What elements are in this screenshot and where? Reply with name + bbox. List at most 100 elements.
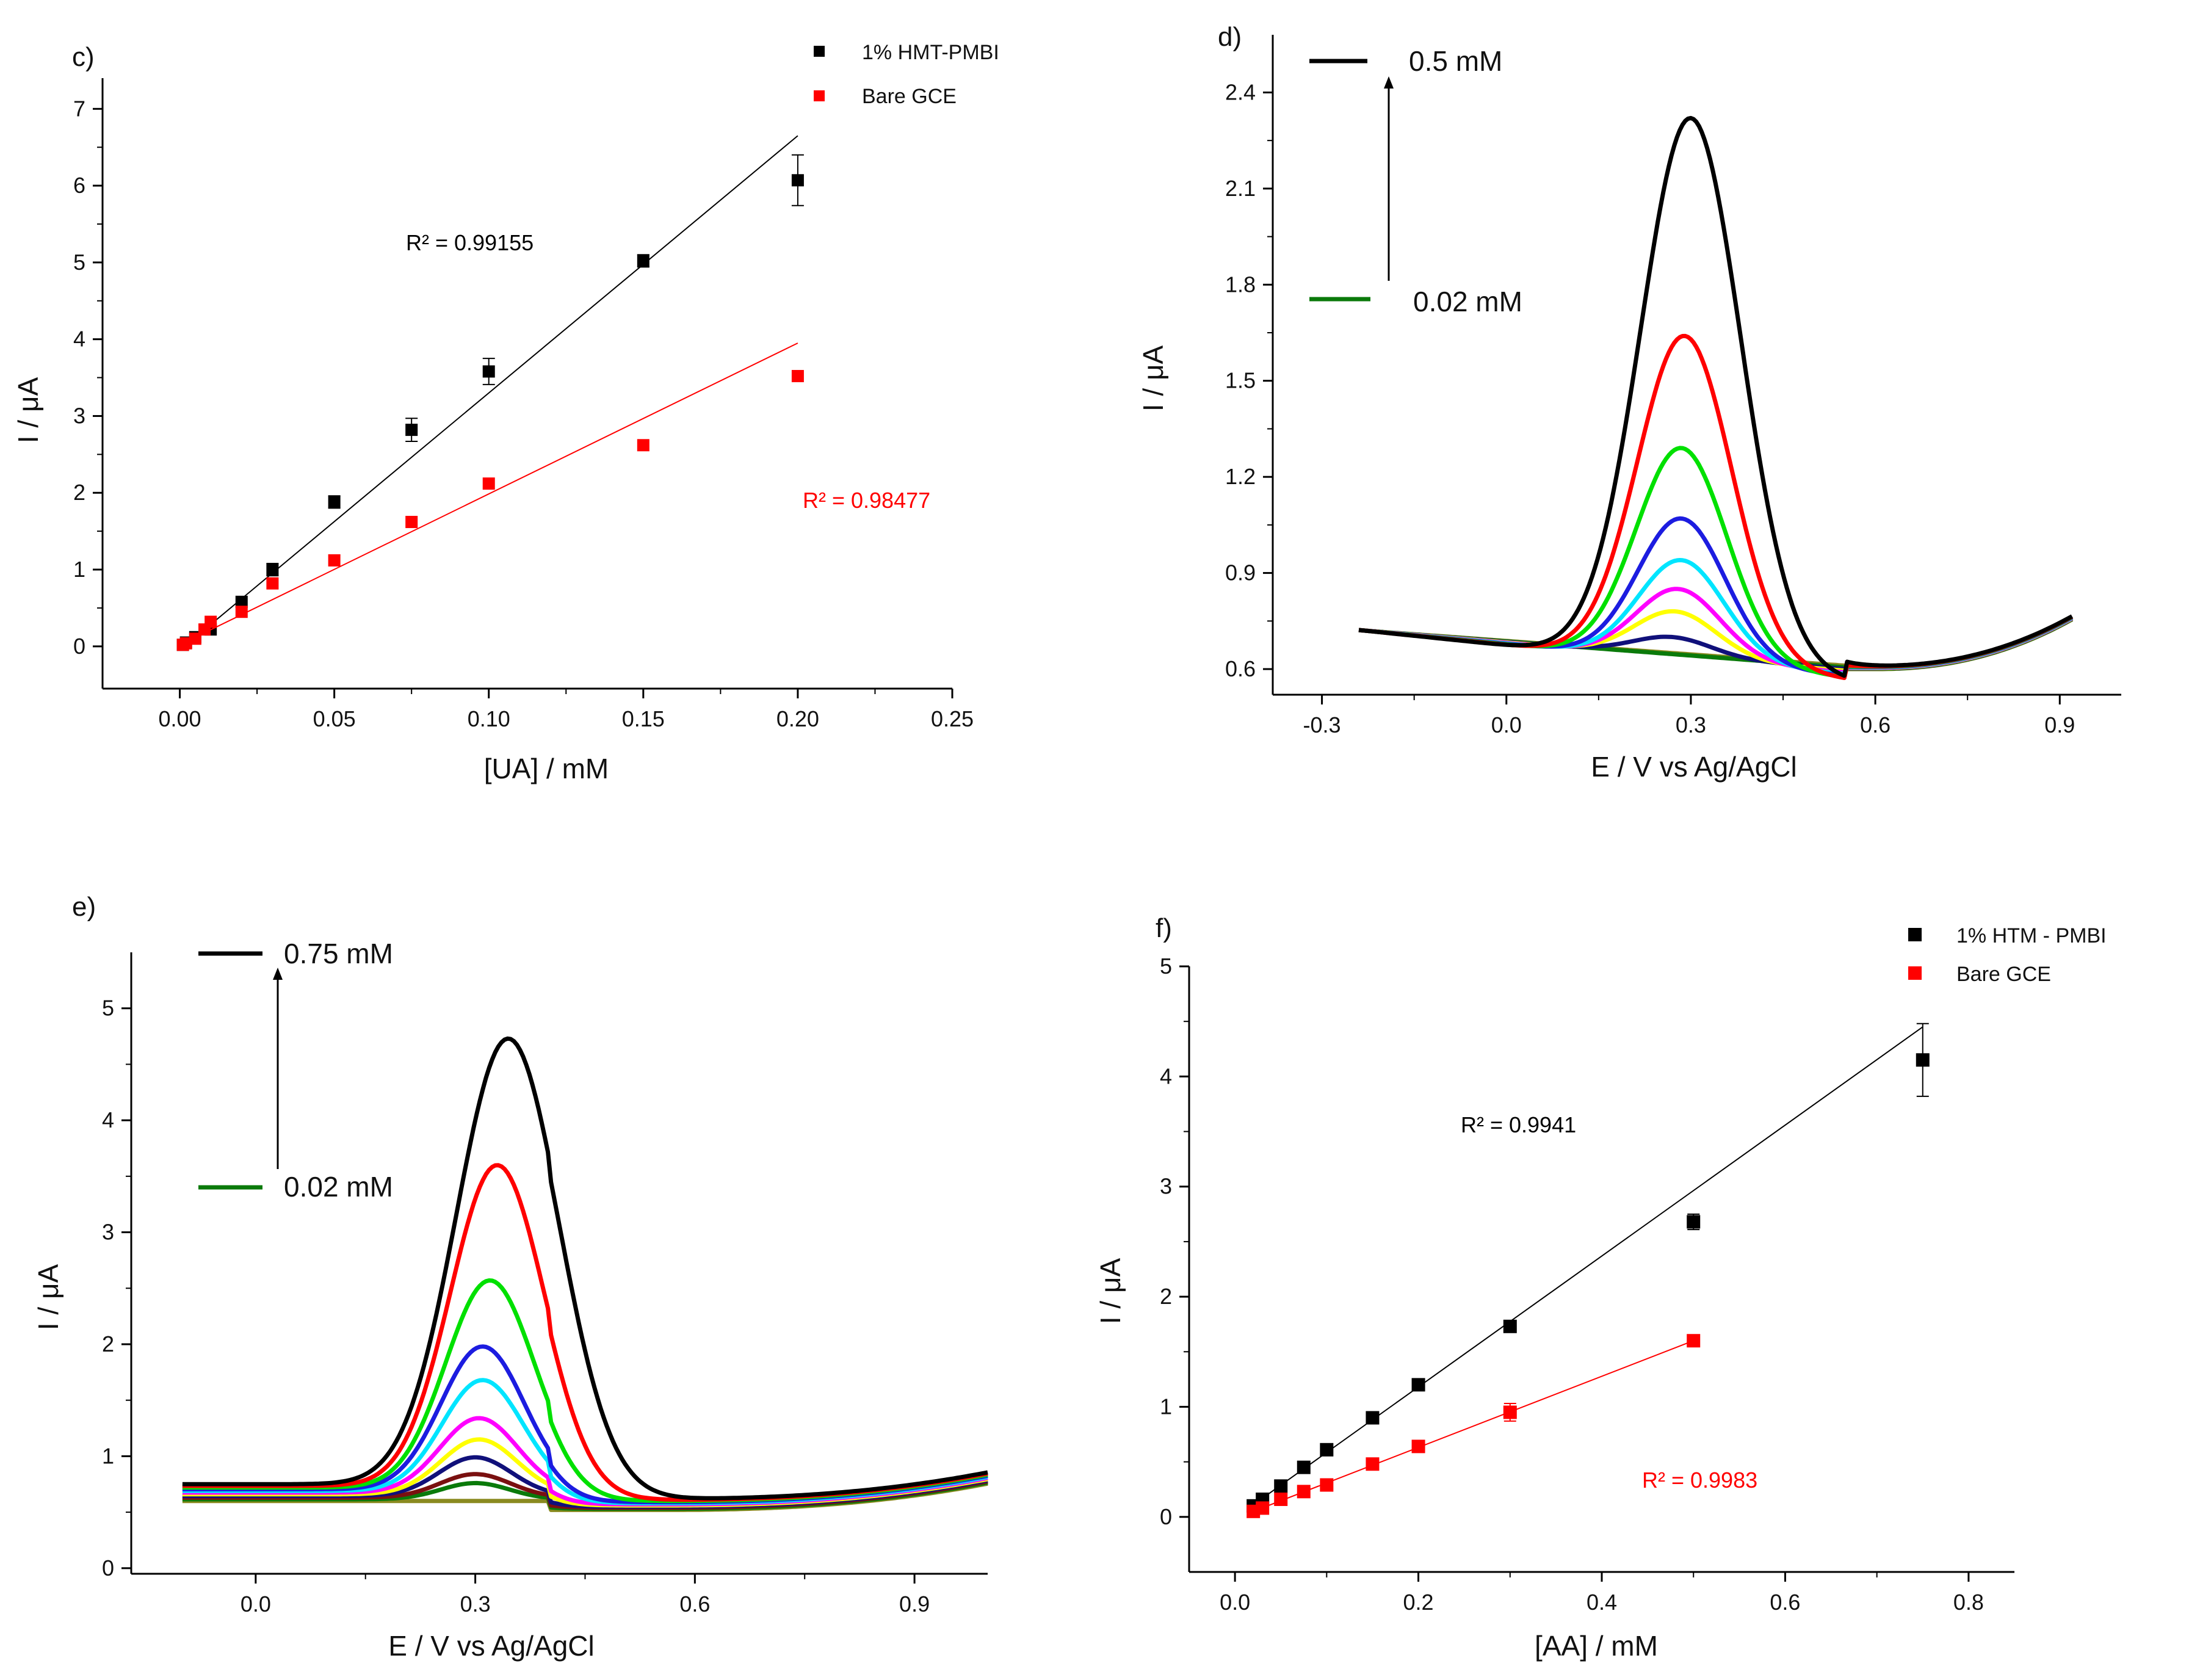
panel-f-ascorbic-acid-calibration: f) 0.0 0.2 0.4 0.6 0.8 0 1 2 3 4 5 [AA] / mM I / μ… [1095,913,2107,1662]
panel-e-y-tick-label: 0 [102,1555,114,1580]
panel-e-dpv-ascorbic-acid: e) 0.0 0.3 0.6 0.9 0 1 2 3 4 5 E / V vs Ag/AgCl I… [32,892,988,1662]
panel-c-x-tick-label: 0.10 [468,706,510,731]
panel-e-y-axis-title: I / μA [32,1264,64,1331]
panel-d-y-tick-label: 0.6 [1225,656,1256,681]
panel-f-data-point-bare [1256,1501,1270,1515]
panel-d-y-tick-label: 2.1 [1225,176,1256,201]
panel-c-r2-hmt: R² = 0.99155 [406,230,534,255]
panel-c-label: c) [72,42,95,72]
panel-c-data-point-modified [235,595,248,608]
panel-f-x-tick-label: 0.8 [1953,1590,1984,1615]
panel-d-x-tick-label: -0.3 [1303,712,1341,737]
panel-d-axes [1263,35,2121,704]
panel-d-y-tick-label: 0.9 [1225,560,1256,585]
panel-f-y-tick-label: 1 [1160,1394,1172,1419]
panel-f-data-point-modified [1916,1053,1930,1067]
panel-f-tick-labels: 0.0 0.2 0.4 0.6 0.8 0 1 2 3 4 5 [1160,954,1984,1615]
panel-f-y-tick-label: 0 [1160,1504,1172,1529]
panel-d-tick-labels: -0.3 0.0 0.3 0.6 0.9 0.6 0.9 1.2 1.5 1.8 2.1 2.4 [1225,79,2075,737]
panel-f-y-tick-label: 5 [1160,954,1172,979]
panel-c-y-tick-label: 0 [73,634,85,659]
panel-e-curve [182,1036,988,1501]
panel-f-legend-htm: 1% HTM - PMBI [1956,924,2107,947]
panel-c-data-point-bare [235,606,248,618]
panel-c-x-axis-title: [UA] / mM [484,753,609,784]
panel-e-arrow-head-icon [273,968,283,980]
panel-c-y-tick-label: 3 [73,403,85,428]
panel-e-curve [182,1163,988,1502]
panel-c-data-point-modified [637,255,650,267]
panel-e-y-tick-label: 4 [102,1107,114,1132]
panel-c-x-tick-label: 0.05 [313,706,356,731]
panel-e-x-tick-label: 0.3 [460,1591,491,1617]
panel-e-x-tick-label: 0.9 [899,1591,930,1617]
panel-e-y-tick-label: 5 [102,996,114,1021]
panel-d-y-tick-label: 1.8 [1225,272,1256,297]
panel-c-data-point-bare [204,615,217,628]
panel-f-x-tick-label: 0.6 [1770,1590,1800,1615]
panel-d-y-tick-label: 1.5 [1225,368,1256,393]
panel-f-y-tick-label: 2 [1160,1284,1172,1309]
panel-c-data-point-bare [189,632,201,645]
panel-f-data-point-bare [1366,1457,1380,1471]
panel-c-data-point-modified [328,496,341,509]
panel-c-y-tick-label: 6 [73,173,85,198]
panel-e-y-tick-label: 2 [102,1331,114,1356]
panel-d-x-tick-label: 0.6 [1860,712,1891,737]
panel-c-fit-line-bare [179,342,798,646]
panel-c-y-tick-label: 5 [73,250,85,275]
panel-d-conc-high: 0.5 mM [1409,45,1502,77]
panel-c-x-tick-label: 0.15 [622,706,665,731]
panel-d-conc-low: 0.02 mM [1413,286,1522,317]
panel-f-r2-bare: R² = 0.9983 [1642,1468,1757,1493]
panel-d-curve [1358,115,2074,678]
panel-e-y-tick-label: 1 [102,1443,114,1468]
panel-d-curve [1358,516,2074,678]
panel-e-label: e) [72,892,96,922]
panel-e-conc-high: 0.75 mM [284,938,393,969]
panel-c-data-point-bare [328,554,341,567]
panel-c-data-marks [176,135,804,651]
panel-f-axes [1179,965,2014,1582]
panel-f-data-point-modified [1411,1378,1425,1392]
panel-c-data-point-modified [266,563,279,576]
panel-c-data-point-bare [791,370,804,383]
panel-e-curve [182,1278,988,1504]
panel-e-tick-labels: 0.0 0.3 0.6 0.9 0 1 2 3 4 5 [102,996,930,1617]
panel-c-x-tick-label: 0.20 [776,706,819,731]
panel-f-data-point-bare [1320,1478,1334,1492]
panel-d-x-axis-title: E / V vs Ag/AgCl [1591,751,1797,783]
panel-f-data-point-bare [1274,1492,1288,1506]
panel-d-y-tick-label: 1.2 [1225,464,1256,489]
panel-c-data-point-bare [179,637,192,650]
panel-f-data-point-bare [1297,1485,1311,1499]
panel-c-data-point-modified [405,424,418,436]
panel-d-dpv-uric-acid: d) -0.3 0.0 0.3 0.6 0.9 0.6 0.9 1.2 1.5 1.8 2.1 2.4… [1137,22,2121,783]
panel-d-y-axis-title: I / μA [1137,346,1169,412]
panel-c-data-point-modified [482,365,495,378]
panel-c-legend-marker-bare [814,90,825,101]
panel-d-curve [1358,617,2074,672]
panel-d-arrow-head-icon [1384,76,1394,89]
panel-f-x-tick-label: 0.0 [1220,1590,1250,1615]
panel-f-data-point-bare [1503,1405,1517,1419]
panel-c-r2-bare: R² = 0.98477 [803,488,930,513]
panel-c-legend-marker-hmt [814,46,825,57]
panel-c-axes [93,78,953,698]
panel-d-x-tick-label: 0.0 [1491,712,1522,737]
panel-c-y-axis-title: I / μA [12,377,44,444]
panel-f-data-marks [1247,1023,1930,1518]
panel-e-conc-low: 0.02 mM [284,1171,393,1203]
panel-d-label: d) [1218,22,1242,52]
panel-d-x-tick-label: 0.3 [1676,712,1706,737]
panel-e-axes [121,952,988,1584]
panel-f-y-axis-title: I / μA [1095,1258,1126,1325]
panel-f-label: f) [1156,913,1172,943]
panel-f-x-axis-title: [AA] / mM [1535,1630,1658,1662]
panel-c-data-point-bare [637,439,650,452]
panel-f-data-point-bare [1687,1334,1701,1348]
panel-c-data-point-bare [482,477,495,490]
panel-f-x-tick-label: 0.4 [1587,1590,1617,1615]
panel-c-tick-labels: 0.00 0.05 0.10 0.15 0.20 0.25 0 1 2 3 4 5 6 7 [73,96,974,731]
